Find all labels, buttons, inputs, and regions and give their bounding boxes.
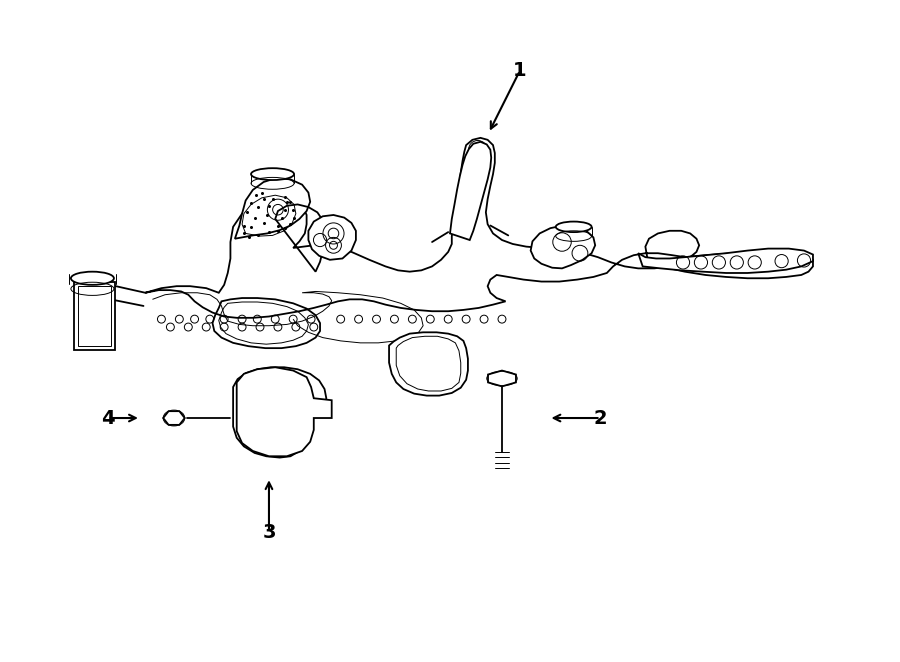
Polygon shape: [389, 332, 468, 396]
Text: 3: 3: [262, 522, 275, 542]
Circle shape: [310, 401, 325, 416]
Text: 4: 4: [101, 408, 114, 428]
Circle shape: [266, 410, 290, 434]
Polygon shape: [309, 215, 356, 260]
Polygon shape: [531, 226, 595, 268]
Circle shape: [268, 430, 288, 449]
Ellipse shape: [556, 222, 591, 232]
Polygon shape: [450, 142, 491, 240]
Text: 2: 2: [594, 408, 608, 428]
Polygon shape: [488, 371, 516, 387]
Bar: [77, 286, 112, 346]
Ellipse shape: [251, 168, 294, 180]
Polygon shape: [235, 178, 310, 239]
Polygon shape: [145, 138, 813, 318]
Polygon shape: [638, 249, 813, 273]
Polygon shape: [163, 411, 184, 425]
Ellipse shape: [71, 271, 114, 285]
Polygon shape: [237, 367, 332, 456]
Bar: [74, 282, 115, 350]
Text: 1: 1: [513, 61, 526, 80]
Circle shape: [256, 418, 272, 434]
Circle shape: [469, 140, 487, 159]
Polygon shape: [233, 367, 327, 457]
